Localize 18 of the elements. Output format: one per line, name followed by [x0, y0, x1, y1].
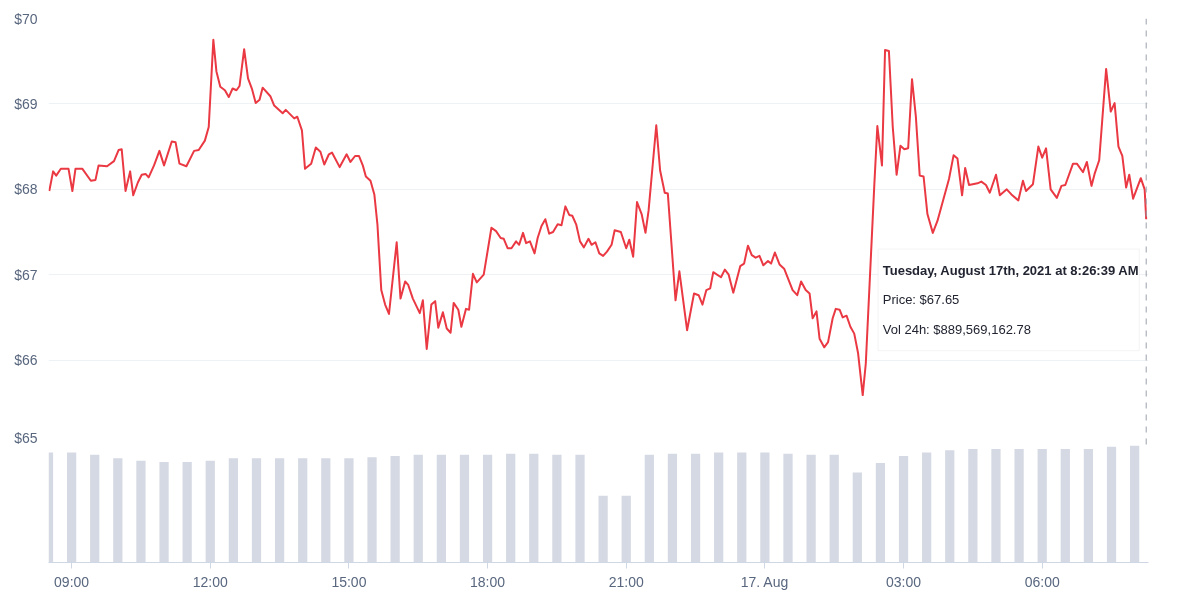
x-tick-label: 18:00 [470, 573, 506, 590]
annotation: Tuesday, August 17th, 2021 at 8:26:39 AM [882, 262, 1139, 278]
y-tick-label: $69 [14, 95, 38, 112]
annotation: Price: $67.65 [882, 292, 960, 308]
y-tick-label: $65 [14, 429, 38, 446]
x-tick-label: 09:00 [54, 573, 90, 590]
annotation: Vol 24h: $889,569,162.78 [882, 322, 1031, 338]
x-tick-label: 17. Aug [740, 573, 789, 590]
x-tick-label: 12:00 [192, 573, 228, 590]
y-tick-label: $66 [14, 352, 38, 369]
x-tick-label: 21:00 [608, 573, 644, 590]
line-series [48, 38, 1148, 397]
x-tick-label: 06:00 [1024, 573, 1060, 590]
x-tick-label: 03:00 [886, 573, 922, 590]
x-tick-label: 15:00 [331, 573, 367, 590]
y-tick-label: $70 [14, 10, 38, 27]
y-tick-label: $67 [14, 266, 38, 283]
y-tick-label: $68 [14, 181, 38, 198]
